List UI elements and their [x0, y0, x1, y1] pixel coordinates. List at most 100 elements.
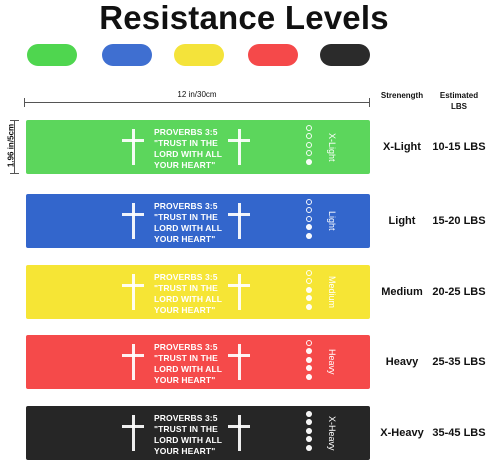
cross-icon — [228, 415, 250, 451]
level-dot-filled — [306, 356, 312, 363]
verse-line4: YOUR HEART" — [154, 375, 216, 385]
level-dots — [306, 411, 314, 453]
verse-line3: LORD WITH ALL — [154, 149, 223, 159]
strength-value: X-Heavy — [380, 427, 424, 439]
verse-line1: PROVERBS 3:5 — [154, 342, 218, 352]
width-dimension-tick-top — [10, 120, 19, 121]
verse-text: PROVERBS 3:5 "TRUST IN THE LORD WITH ALL YO… — [154, 272, 250, 316]
level-dot-empty — [306, 125, 312, 131]
band-level-label: X-Heavy — [327, 415, 337, 451]
band-level-label: Heavy — [327, 349, 337, 375]
level-dots — [306, 340, 314, 382]
level-dots — [306, 270, 314, 312]
verse-text: PROVERBS 3:5 "TRUST IN THE LORD WITH ALL YO… — [154, 127, 250, 171]
verse-line2: "TRUST IN THE — [154, 138, 218, 148]
band-light: PROVERBS 3:5 "TRUST IN THE LORD WITH ALL YO… — [26, 194, 370, 248]
lbs-value: 35-45 LBS — [432, 427, 486, 439]
cross-icon — [122, 274, 144, 310]
page-title: Resistance Levels — [99, 0, 389, 36]
verse-text: PROVERBS 3:5 "TRUST IN THE LORD WITH ALL YO… — [154, 342, 250, 386]
verse-line3: LORD WITH ALL — [154, 294, 223, 304]
cross-icon — [228, 203, 250, 239]
strength-value: Light — [388, 215, 416, 227]
swatch-yellow — [174, 44, 224, 66]
level-dot-empty — [306, 340, 312, 346]
swatch-blue — [102, 44, 152, 66]
level-dot-filled — [306, 303, 312, 310]
width-dimension-label: 1.96 in/5cm — [6, 123, 16, 168]
verse-line1: PROVERBS 3:5 — [154, 413, 218, 423]
swatch-green — [27, 44, 77, 66]
level-dot-empty — [306, 199, 312, 205]
level-dots — [306, 125, 314, 167]
cross-icon — [228, 344, 250, 380]
lbs-value: 20-25 LBS — [432, 286, 486, 298]
level-dot-filled — [306, 427, 312, 434]
cross-icon — [228, 129, 250, 165]
width-dimension-tick-bottom — [10, 173, 19, 174]
level-dot-filled — [306, 224, 312, 231]
level-dot-empty — [306, 278, 312, 285]
level-dot-filled — [306, 365, 312, 372]
level-dot-filled — [306, 373, 312, 380]
level-dot-empty — [306, 141, 312, 148]
verse-line2: "TRUST IN THE — [154, 353, 218, 363]
level-dot-filled — [306, 419, 312, 426]
level-dot-filled — [306, 348, 312, 355]
level-dot-filled — [306, 444, 312, 451]
verse-line3: LORD WITH ALL — [154, 223, 223, 233]
length-dimension-tick-left — [24, 98, 25, 107]
verse-line1: PROVERBS 3:5 — [154, 127, 218, 137]
length-dimension-line — [24, 102, 370, 103]
estimated-header-line2: LBS — [451, 102, 467, 111]
lbs-value: 25-35 LBS — [432, 356, 486, 368]
verse-line4: YOUR HEART" — [154, 234, 216, 244]
cross-icon — [228, 274, 250, 310]
verse-line2: "TRUST IN THE — [154, 212, 218, 222]
strength-value: Heavy — [385, 356, 419, 368]
lbs-value: 15-20 LBS — [432, 215, 486, 227]
cross-icon — [122, 415, 144, 451]
verse-text: PROVERBS 3:5 "TRUST IN THE LORD WITH ALL YO… — [154, 201, 250, 245]
verse-line3: LORD WITH ALL — [154, 364, 223, 374]
level-dot-filled — [306, 295, 312, 302]
verse-line3: LORD WITH ALL — [154, 435, 223, 445]
band-x-light: PROVERBS 3:5 "TRUST IN THE LORD WITH ALL YO… — [26, 120, 370, 174]
verse-line2: "TRUST IN THE — [154, 424, 218, 434]
strength-header: Strenength — [380, 91, 424, 100]
estimated-header-line1: Estimated — [439, 91, 479, 100]
level-dot-empty — [306, 215, 312, 222]
verse-line4: YOUR HEART" — [154, 305, 216, 315]
level-dot-filled — [306, 286, 312, 293]
level-dot-filled — [306, 158, 312, 165]
estimated-lbs-header: Estimated LBS — [430, 90, 488, 112]
length-dimension-label: 12 in/30cm — [177, 90, 217, 99]
level-dot-filled — [306, 232, 312, 239]
level-dot-empty — [306, 133, 312, 140]
length-dimension-tick-right — [369, 98, 370, 107]
lbs-value: 10-15 LBS — [432, 141, 486, 153]
verse-line4: YOUR HEART" — [154, 160, 216, 170]
band-x-heavy: PROVERBS 3:5 "TRUST IN THE LORD WITH ALL YO… — [26, 406, 370, 460]
cross-icon — [122, 344, 144, 380]
level-dot-filled — [306, 411, 312, 417]
strength-value: X-Light — [383, 141, 421, 153]
cross-icon — [122, 203, 144, 239]
level-dot-empty — [306, 270, 312, 276]
level-dot-empty — [306, 150, 312, 157]
width-dimension-line — [14, 120, 15, 174]
level-dot-empty — [306, 207, 312, 214]
level-dot-filled — [306, 436, 312, 443]
band-level-label: X-Light — [327, 132, 337, 162]
band-heavy: PROVERBS 3:5 "TRUST IN THE LORD WITH ALL YO… — [26, 335, 370, 389]
swatch-red — [248, 44, 298, 66]
verse-line4: YOUR HEART" — [154, 446, 216, 456]
band-level-label: Light — [327, 211, 337, 231]
band-medium: PROVERBS 3:5 "TRUST IN THE LORD WITH ALL YO… — [26, 265, 370, 319]
verse-line1: PROVERBS 3:5 — [154, 201, 218, 211]
verse-text: PROVERBS 3:5 "TRUST IN THE LORD WITH ALL YO… — [154, 413, 250, 457]
strength-value: Medium — [381, 286, 423, 298]
verse-line1: PROVERBS 3:5 — [154, 272, 218, 282]
cross-icon — [122, 129, 144, 165]
swatch-black — [320, 44, 370, 66]
